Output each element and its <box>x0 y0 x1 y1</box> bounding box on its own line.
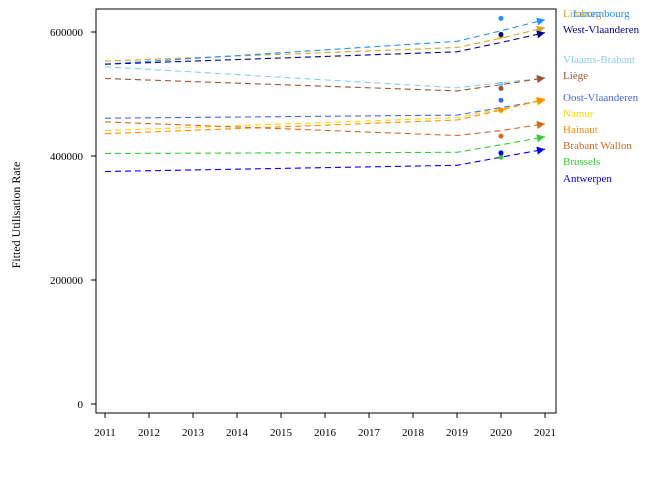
x-tick-label: 2013 <box>182 427 205 439</box>
observed-point <box>498 15 504 21</box>
observed-point <box>498 154 504 160</box>
series-arrowhead <box>536 146 545 155</box>
series-line <box>104 77 546 92</box>
series-label: Vlaams-Brabant <box>563 54 635 66</box>
x-tick-label: 2017 <box>358 427 381 439</box>
x-tick-label: 2014 <box>226 427 249 439</box>
y-tick-label: 0 <box>78 399 84 411</box>
series-line <box>104 19 546 65</box>
plot-frame <box>95 8 557 414</box>
series-label: Namur <box>563 108 594 120</box>
y-tick-label: 200000 <box>50 275 84 287</box>
observed-points <box>498 15 504 160</box>
series-line <box>104 66 546 89</box>
series-line <box>104 121 546 137</box>
y-axis: 0 200000 400000 600000 <box>50 27 96 411</box>
x-tick-label: 2021 <box>534 427 556 439</box>
series-line <box>104 136 546 155</box>
series-label: Hainaut <box>563 124 598 136</box>
series-label: Liège <box>563 70 588 82</box>
series-label: Brussels <box>563 156 600 168</box>
y-tick-label: 400000 <box>50 151 84 163</box>
observed-point <box>498 31 504 37</box>
series-line <box>104 27 546 62</box>
x-tick-label: 2015 <box>270 427 293 439</box>
series-label: Brabant Wallon <box>563 140 632 152</box>
series-arrowhead <box>536 30 545 39</box>
observed-point <box>498 97 504 103</box>
observed-point <box>498 85 504 91</box>
observed-point <box>498 133 504 139</box>
x-tick-label: 2019 <box>446 427 469 439</box>
series-arrowhead <box>536 134 545 143</box>
series-line <box>104 98 546 135</box>
series-label: Oost-Vlaanderen <box>563 92 639 104</box>
observed-point <box>498 81 504 87</box>
x-axis: 2011 2012 2013 2014 2015 2016 2017 2018 2019 2020… <box>94 413 556 439</box>
series-label: Limburg <box>563 8 602 20</box>
series-arrowhead <box>536 75 545 84</box>
x-tick-label: 2012 <box>138 427 160 439</box>
series-line <box>104 99 546 119</box>
x-tick-label: 2016 <box>314 427 337 439</box>
series-line <box>104 32 546 65</box>
observed-point <box>498 107 504 113</box>
x-tick-label: 2020 <box>490 427 513 439</box>
series-lines <box>104 19 546 173</box>
series-arrowhead <box>536 97 545 105</box>
series-arrows <box>536 17 545 155</box>
series-arrowhead <box>536 121 545 129</box>
y-axis-label: Fitted Utilisation Rate <box>9 162 23 269</box>
series-label: Luxembourg <box>573 8 630 20</box>
y-tick-label: 600000 <box>50 27 84 39</box>
series-line <box>104 148 546 173</box>
series-label: West-Vlaanderen <box>563 24 640 36</box>
observed-point <box>498 150 504 156</box>
x-tick-label: 2018 <box>402 427 425 439</box>
series-arrowhead <box>536 17 545 26</box>
series-label: Antwerpen <box>563 173 612 185</box>
x-tick-label: 2011 <box>94 427 116 439</box>
series-line <box>104 99 546 132</box>
